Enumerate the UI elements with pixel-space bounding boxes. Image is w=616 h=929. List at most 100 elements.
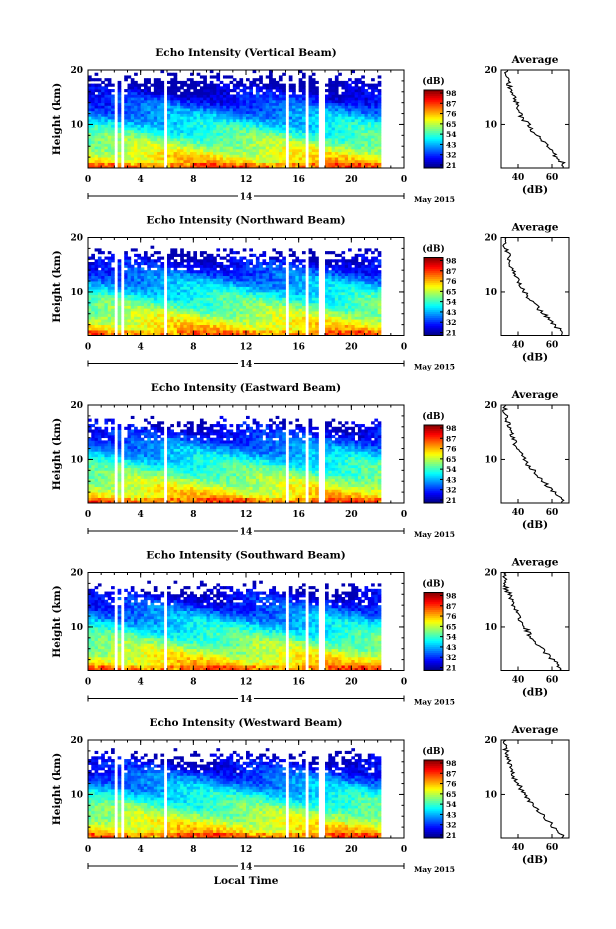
colorbar-segment: [424, 446, 443, 449]
colorbar-segment: [424, 477, 443, 480]
colorbar-segment: [424, 148, 443, 151]
y-tick-label: 10: [70, 288, 83, 298]
colorbar-tick-label: 54: [446, 130, 456, 139]
x-tick-label: 8: [190, 845, 196, 855]
colorbar-segment: [424, 115, 443, 118]
colorbar-tick-label: 21: [446, 831, 456, 840]
colorbar-segment: [424, 645, 443, 648]
colorbar-unit: (dB): [422, 411, 444, 422]
colorbar-segment: [424, 152, 443, 155]
colorbar-segment: [424, 797, 443, 800]
profile-title: Average: [511, 389, 559, 401]
x-tick-label: 12: [240, 845, 253, 855]
month-label: May 2015: [414, 195, 455, 204]
colorbar-segment: [424, 775, 443, 778]
colorbar-segment: [424, 592, 443, 595]
profile-x-tick-label: 40: [512, 341, 525, 351]
x-tick-label: 0: [401, 845, 407, 855]
colorbar-segment: [424, 436, 443, 440]
colorbar-segment: [424, 428, 443, 432]
x-tick-label: 4: [138, 175, 144, 185]
colorbar-segment: [424, 816, 443, 819]
x-tick-label: 4: [138, 678, 144, 688]
colorbar-segment: [424, 596, 443, 599]
average-profile: Average 40 60 20 10 (dB): [484, 389, 570, 531]
colorbar-segment: [424, 602, 443, 605]
colorbar-unit: (dB): [422, 579, 444, 590]
average-profile: Average 40 60 20 10 (dB): [484, 222, 570, 364]
colorbar-tick-label: 87: [446, 99, 456, 108]
date-label: 14: [240, 360, 253, 370]
colorbar-segment: [424, 779, 443, 782]
colorbar-segment: [424, 331, 443, 334]
colorbar-segment: [424, 469, 443, 473]
y-tick-label: 10: [70, 455, 83, 465]
colorbar-tick-label: 65: [446, 455, 456, 464]
profile-y-tick-label: 20: [484, 401, 497, 411]
x-tick-label: 20: [345, 175, 358, 185]
colorbar-segment: [424, 101, 443, 105]
colorbar-segment: [424, 302, 443, 305]
colorbar-segment: [424, 789, 443, 792]
profile-y-tick-label: 20: [484, 736, 497, 746]
y-tick-label: 20: [70, 569, 83, 579]
profile-title: Average: [511, 222, 559, 234]
colorbar-tick-label: 76: [446, 277, 456, 286]
colorbar-tick-label: 76: [446, 612, 456, 621]
colorbar-frame: [423, 257, 444, 336]
colorbar-segment: [424, 793, 443, 796]
colorbar-segment: [424, 290, 443, 293]
x-tick-label: 8: [190, 678, 196, 688]
colorbar-tick-label: 32: [446, 318, 456, 327]
profile-x-label: (dB): [522, 854, 548, 866]
colorbar-segment: [424, 296, 443, 299]
colorbar-segment: [424, 467, 443, 471]
colorbar-segment: [424, 465, 443, 469]
colorbar-segment: [424, 454, 443, 457]
date-label: 14: [240, 863, 253, 873]
colorbar-segment: [424, 799, 443, 802]
colorbar-segment: [424, 123, 443, 126]
colorbar-tick-label: 54: [446, 800, 456, 809]
colorbar-segment: [424, 158, 443, 161]
colorbar-tick-label: 43: [446, 643, 456, 652]
colorbar-segment: [424, 319, 443, 323]
colorbar-segment: [424, 495, 443, 498]
colorbar-segment: [424, 265, 443, 268]
date-label: 14: [240, 695, 253, 705]
colorbar-segment: [424, 329, 443, 332]
colorbar-segment: [424, 491, 443, 494]
colorbar-segment: [424, 146, 443, 149]
colorbar-tick-label: 43: [446, 308, 456, 317]
colorbar-tick-label: 65: [446, 287, 456, 296]
heatmap-cells: [88, 245, 382, 336]
y-tick-label: 10: [70, 120, 83, 130]
colorbar-segment: [424, 810, 443, 814]
colorbar-segment: [424, 90, 443, 93]
colorbar-tick-label: 76: [446, 445, 456, 454]
colorbar-segment: [424, 333, 443, 336]
panel-title: Echo Intensity (Northward Beam): [146, 215, 345, 227]
colorbar-segment: [424, 273, 443, 276]
colorbar-segment: [424, 625, 443, 628]
colorbar-tick-label: 98: [446, 759, 456, 768]
profile-x-tick-label: 40: [512, 173, 525, 183]
colorbar-segment: [424, 140, 443, 144]
colorbar-segment: [424, 312, 443, 315]
colorbar-tick-label: 98: [446, 592, 456, 601]
colorbar-segment: [424, 95, 443, 99]
colorbar-segment: [424, 448, 443, 451]
colorbar-segment: [424, 619, 443, 623]
colorbar-tick-label: 32: [446, 653, 456, 662]
colorbar-segment: [424, 150, 443, 153]
colorbar-segment: [424, 639, 443, 642]
x-tick-label: 4: [138, 845, 144, 855]
colorbar-segment: [424, 142, 443, 145]
x-tick-label: 16: [292, 343, 305, 353]
colorbar-segment: [424, 773, 443, 776]
colorbar-segment: [424, 308, 443, 311]
colorbar-segment: [424, 830, 443, 833]
panel-title: Echo Intensity (Eastward Beam): [151, 382, 341, 394]
